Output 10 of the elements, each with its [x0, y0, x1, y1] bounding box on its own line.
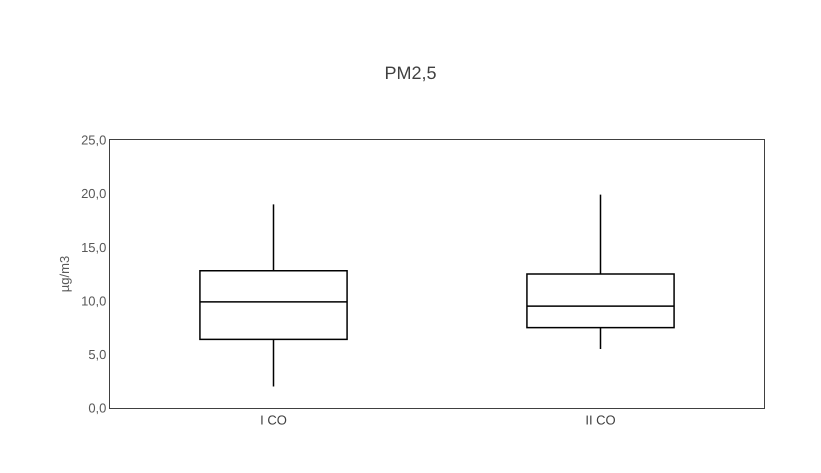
y-tick-label: 25,0 — [81, 132, 106, 148]
x-tick-label: II CO — [585, 412, 616, 428]
y-tick-label: 0,0 — [88, 400, 106, 416]
y-axis-title: µg/m3 — [57, 256, 72, 292]
x-tick-label: I CO — [260, 412, 287, 428]
y-tick-label: 10,0 — [81, 293, 106, 308]
chart-title: PM2,5 — [384, 62, 437, 83]
y-tick-label: 5,0 — [88, 346, 106, 362]
y-tick-label: 20,0 — [81, 186, 106, 202]
y-tick-label: 15,0 — [81, 240, 106, 255]
